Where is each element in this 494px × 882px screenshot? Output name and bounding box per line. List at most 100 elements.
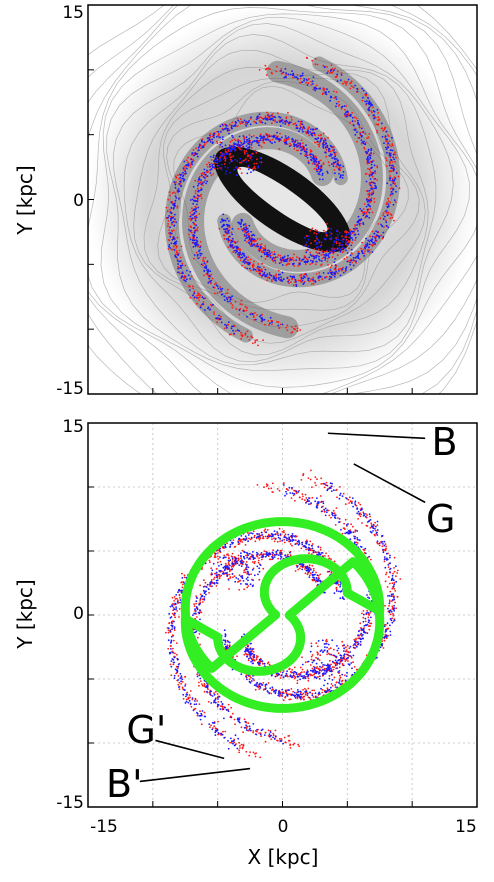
blue-particle (374, 170, 376, 173)
red-particle (323, 486, 326, 489)
red-particle (303, 671, 306, 673)
blue-particle (246, 315, 248, 318)
blue-particle (306, 84, 309, 86)
blue-particle (329, 231, 331, 234)
red-particle (244, 544, 247, 546)
blue-particle (326, 682, 329, 685)
blue-particle (286, 121, 288, 123)
red-particle (304, 568, 306, 570)
red-particle (247, 585, 250, 587)
red-particle (219, 141, 222, 144)
red-particle (368, 114, 370, 116)
red-particle (363, 203, 366, 205)
red-particle (380, 127, 383, 130)
red-particle (273, 251, 276, 253)
blue-particle (193, 254, 196, 256)
blue-particle (218, 317, 221, 320)
red-particle (385, 159, 388, 162)
blue-particle (331, 482, 333, 485)
red-particle (205, 171, 208, 173)
blue-particle (295, 143, 298, 146)
blue-particle (328, 154, 331, 157)
blue-particle (191, 160, 194, 163)
blue-particle (215, 284, 218, 286)
red-particle (239, 579, 242, 582)
blue-particle (371, 166, 373, 169)
blue-particle (318, 178, 321, 181)
red-particle (230, 742, 233, 744)
red-particle (310, 642, 313, 645)
blue-particle (245, 256, 248, 259)
red-particle (287, 111, 289, 114)
red-particle (356, 140, 358, 143)
blue-particle (196, 200, 199, 203)
red-particle (291, 669, 294, 671)
red-particle (296, 542, 298, 545)
blue-particle (250, 230, 253, 233)
red-particle (327, 227, 330, 230)
blue-particle (200, 179, 202, 182)
red-particle (279, 549, 282, 552)
red-particle (245, 309, 248, 312)
red-particle (387, 197, 390, 200)
red-particle (272, 732, 275, 735)
red-particle (336, 272, 339, 275)
red-particle (375, 235, 378, 238)
red-particle (240, 120, 243, 123)
red-particle (214, 691, 217, 693)
blue-particle (311, 83, 314, 85)
red-particle (338, 166, 341, 169)
red-particle (345, 238, 348, 241)
blue-particle (258, 266, 261, 269)
blue-particle (202, 176, 205, 178)
blue-particle (232, 237, 234, 240)
blue-particle (384, 215, 386, 218)
red-particle (232, 251, 235, 254)
red-particle (202, 258, 205, 261)
red-particle (191, 285, 194, 288)
blue-particle (319, 259, 321, 262)
red-particle (330, 683, 333, 685)
red-particle (385, 573, 387, 576)
red-particle (239, 747, 241, 749)
blue-particle (231, 244, 234, 247)
red-particle (261, 662, 264, 665)
blue-particle (254, 140, 256, 143)
blue-particle (194, 700, 196, 702)
blue-particle (357, 230, 359, 232)
red-particle (171, 248, 174, 251)
blue-particle (352, 259, 355, 261)
blue-particle (236, 174, 239, 176)
blue-particle (276, 121, 278, 124)
blue-particle (237, 251, 240, 254)
blue-particle (267, 254, 270, 257)
red-particle (240, 557, 242, 560)
red-particle (245, 674, 248, 677)
blue-particle (245, 120, 248, 123)
blue-particle (371, 104, 374, 106)
blue-particle (323, 237, 326, 240)
red-particle (377, 223, 380, 225)
blue-particle (336, 236, 339, 239)
red-particle (344, 231, 346, 233)
red-particle (361, 612, 363, 615)
blue-particle (197, 184, 199, 187)
red-particle (183, 576, 186, 579)
red-particle (278, 326, 281, 329)
blue-particle (368, 243, 371, 246)
red-particle (250, 335, 253, 338)
blue-particle (229, 171, 231, 174)
blue-particle (328, 256, 330, 259)
red-particle (194, 707, 197, 710)
red-particle (368, 183, 371, 185)
blue-particle (373, 110, 376, 113)
blue-particle (237, 140, 240, 143)
red-particle (260, 146, 263, 148)
red-particle (341, 640, 344, 643)
red-particle (177, 265, 179, 268)
red-particle (328, 514, 331, 517)
red-particle (263, 550, 266, 552)
blue-particle (241, 143, 244, 146)
blue-particle (231, 233, 234, 236)
blue-particle (221, 226, 223, 228)
